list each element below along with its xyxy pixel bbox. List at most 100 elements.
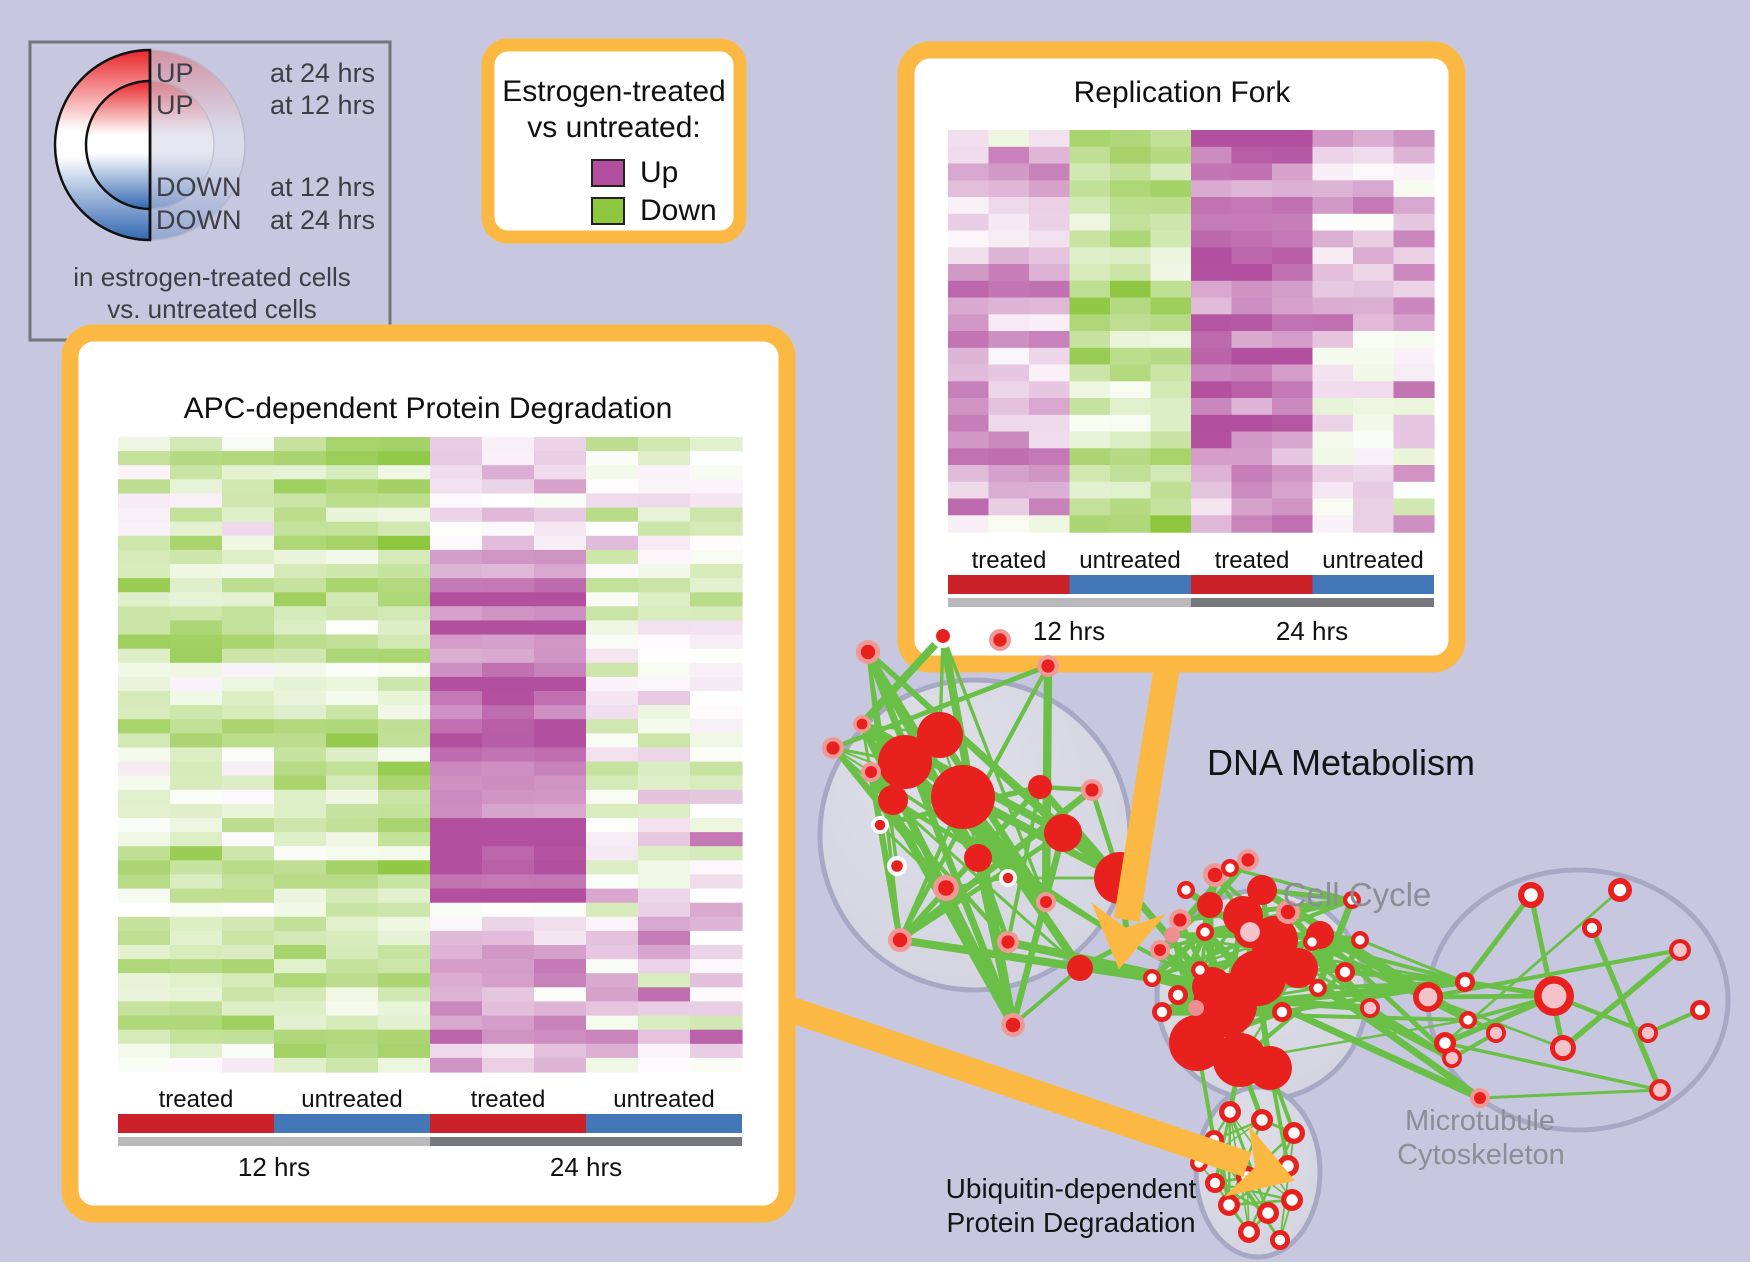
heatmap-cell (274, 634, 327, 650)
apc-group-label-2: treated (471, 1086, 546, 1113)
heatmap-cell (1150, 331, 1192, 349)
heatmap-cell (378, 564, 431, 579)
heatmap-cell (1393, 180, 1435, 198)
network-edge (1229, 866, 1353, 902)
heatmap-cell (1272, 448, 1314, 466)
heatmap-cell (534, 648, 587, 664)
heatmap-cell (378, 691, 431, 706)
heatmap-cell (534, 888, 587, 904)
heatmap-cell (274, 592, 327, 607)
heatmap-cell (1150, 163, 1192, 181)
heatmap-cell (378, 1029, 431, 1045)
heatmap-cell (118, 761, 171, 777)
heatmap-cell (326, 1043, 379, 1059)
heatmap-cell (482, 1057, 535, 1073)
heatmap-cell (534, 493, 587, 509)
dna-metabolism-label: DNA Metabolism (1207, 742, 1475, 783)
replication-fork-title: Replication Fork (1074, 76, 1292, 109)
heatmap-cell (1272, 230, 1314, 248)
heatmap-cell (326, 493, 379, 509)
heatmap-cell (586, 930, 639, 946)
heatmap-cell (534, 549, 587, 565)
heatmap-cell (534, 832, 587, 847)
heatmap-cell (586, 493, 639, 509)
network-node-pinkcore-center (1489, 1026, 1503, 1040)
heatmap-cell (222, 846, 275, 861)
heatmap-cell (1353, 381, 1395, 399)
heatmap-cell (1393, 465, 1435, 483)
heatmap-cell (948, 247, 990, 265)
apc-heatmap (118, 437, 743, 1073)
heatmap-cell (430, 493, 483, 509)
heatmap-cell (1191, 398, 1233, 416)
heatmap-cell (1191, 515, 1233, 533)
heatmap-cell (1191, 247, 1233, 265)
heatmap-cell (326, 564, 379, 579)
heatmap-cell (948, 280, 990, 299)
gene-network: DNA Metabolism Cell Cycle Microtubule Cy… (781, 624, 1731, 1260)
heatmap-cell (482, 916, 535, 932)
heatmap-cell (274, 691, 327, 706)
down-label: Down (640, 194, 717, 227)
heatmap-cell (274, 832, 327, 847)
heatmap-cell (274, 719, 327, 734)
heatmap-cell (1029, 197, 1071, 215)
heatmap-cell (638, 634, 691, 650)
heatmap-cell (326, 662, 379, 678)
heatmap-cell (430, 451, 483, 466)
heatmap-cell (326, 874, 379, 890)
heatmap-cell (170, 902, 223, 918)
heatmap-cell (638, 465, 691, 480)
heatmap-cell (430, 676, 483, 692)
heatmap-cell (948, 381, 990, 399)
heatmap-cell (118, 775, 171, 791)
network-node-ring-center (1156, 1006, 1168, 1018)
heatmap-cell (326, 578, 379, 593)
heatmap-cell (534, 691, 587, 706)
heatmap-cell (1150, 347, 1192, 366)
heatmap-cell (170, 676, 223, 692)
heatmap-cell (1069, 465, 1111, 483)
gradient-circle-right-inner (149, 80, 215, 210)
heatmap-cell (638, 493, 691, 509)
heatmap-cell (482, 832, 535, 847)
heatmap-cell (378, 874, 431, 890)
heatmap-cell (170, 634, 223, 650)
heatmap-cell (430, 507, 483, 523)
network-edge (975, 857, 1011, 943)
heatmap-cell (326, 479, 379, 494)
heatmap-cell (170, 521, 223, 537)
heatmap-cell (326, 1015, 379, 1031)
heatmap-cell (690, 1029, 743, 1045)
heatmap-cell (1231, 431, 1273, 449)
heatmap-cell (274, 676, 327, 692)
network-node-solid (1044, 814, 1082, 852)
heatmap-cell (274, 578, 327, 593)
heatmap-cell (222, 564, 275, 579)
heatmap-cell (1110, 213, 1152, 232)
heatmap-cell (690, 818, 743, 833)
heatmap-cell (1110, 498, 1152, 516)
heatmap-cell (1272, 347, 1314, 366)
heatmap-cell (1231, 347, 1273, 366)
heatmap-cell (988, 130, 1030, 148)
network-node-solid (1197, 892, 1223, 918)
heatmap-cell (1029, 381, 1071, 399)
heatmap-cell (690, 676, 743, 692)
heatmap-cell (118, 930, 171, 946)
treated-bar (118, 1114, 274, 1133)
network-node-ring-center (1288, 1127, 1300, 1139)
heatmap-cell (274, 662, 327, 678)
heatmap-cell (1312, 130, 1354, 148)
ubiquitin-label-line2: Protein Degradation (946, 1207, 1195, 1238)
heatmap-cell (638, 564, 691, 579)
heatmap-cell (378, 705, 431, 720)
heatmap-cell (638, 676, 691, 692)
heatmap-cell (326, 465, 379, 480)
heatmap-cell (222, 959, 275, 974)
heatmap-cell (1272, 213, 1314, 232)
network-node-solid (1169, 1015, 1225, 1071)
heatmap-cell (1110, 230, 1152, 248)
heatmap-cell (1353, 314, 1395, 332)
heatmap-cell (1110, 381, 1152, 399)
